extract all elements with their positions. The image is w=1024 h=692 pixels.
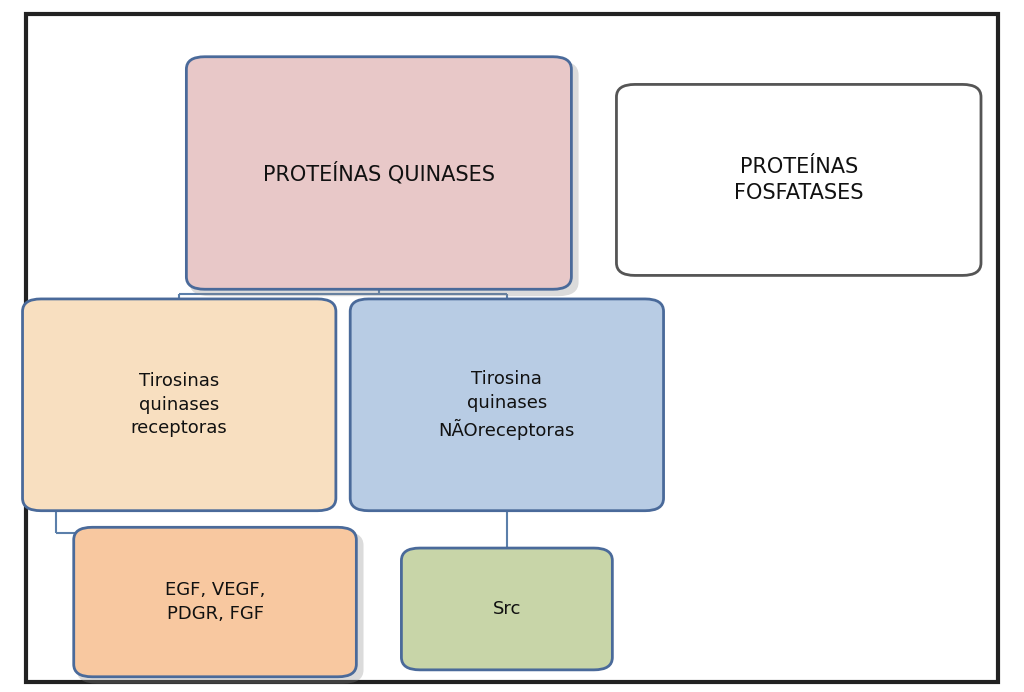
FancyBboxPatch shape [26,14,998,682]
Text: PROTEÍNAS QUINASES: PROTEÍNAS QUINASES [263,162,495,184]
FancyBboxPatch shape [189,61,579,296]
Text: Tirosina
quinases
NÃOreceptoras: Tirosina quinases NÃOreceptoras [438,370,575,439]
FancyBboxPatch shape [401,548,612,670]
FancyBboxPatch shape [350,299,664,511]
FancyBboxPatch shape [616,84,981,275]
FancyBboxPatch shape [74,527,356,677]
Text: Src: Src [493,600,521,618]
FancyBboxPatch shape [23,299,336,511]
FancyBboxPatch shape [186,57,571,289]
Text: EGF, VEGF,
PDGR, FGF: EGF, VEGF, PDGR, FGF [165,581,265,623]
Text: Tirosinas
quinases
receptoras: Tirosinas quinases receptoras [131,372,227,437]
FancyBboxPatch shape [77,531,364,684]
Text: PROTEÍNAS
FOSFATASES: PROTEÍNAS FOSFATASES [734,156,863,203]
